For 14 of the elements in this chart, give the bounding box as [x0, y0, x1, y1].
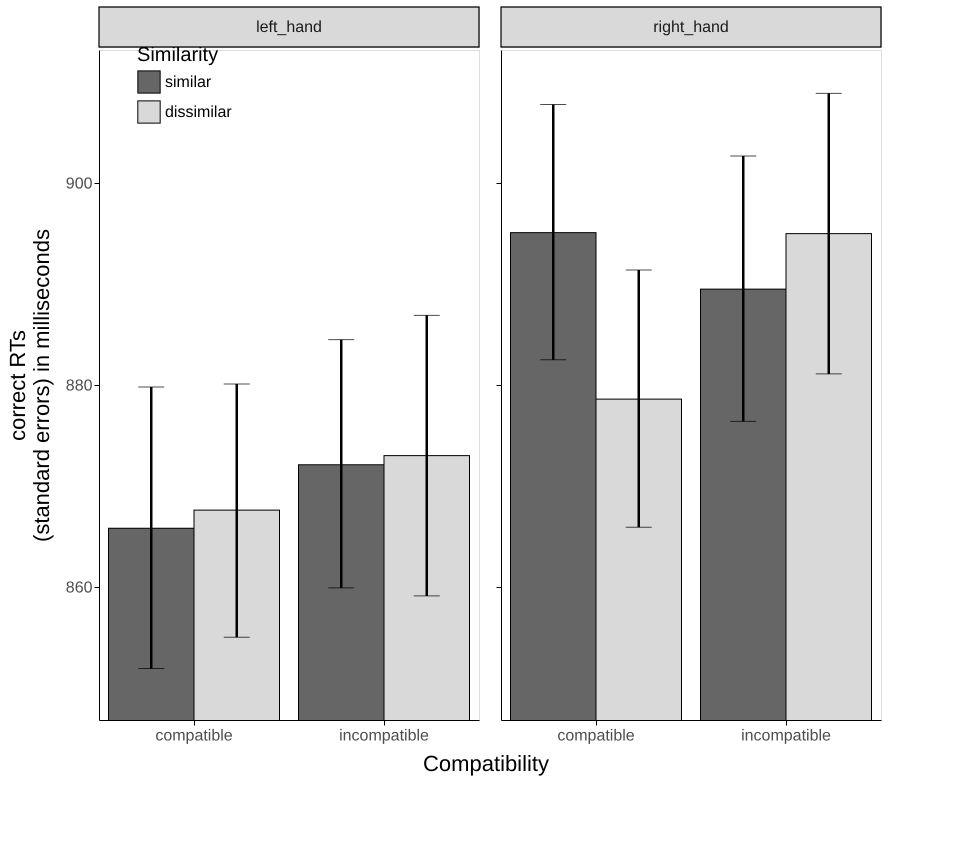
x-axis-title: Compatibility: [423, 751, 549, 776]
legend-label: similar: [165, 74, 212, 91]
chart-title: left_hand: [256, 19, 322, 36]
legend-title: Similarity: [137, 44, 218, 66]
legend-label: dissimilar: [165, 104, 232, 121]
chart-title: right_hand: [653, 19, 729, 36]
y-tick-label: 880: [66, 378, 93, 394]
y-tick-label: 860: [66, 579, 93, 596]
x-tick-label: compatible: [155, 728, 233, 744]
x-tick-label: incompatible: [741, 728, 832, 744]
x-tick-label: compatible: [557, 728, 635, 744]
y-axis-title: correct RTs (standard errors) in milliseconds: [4, 229, 54, 542]
x-tick-label: incompatible: [339, 728, 430, 744]
y-tick-label: 900: [66, 176, 93, 193]
